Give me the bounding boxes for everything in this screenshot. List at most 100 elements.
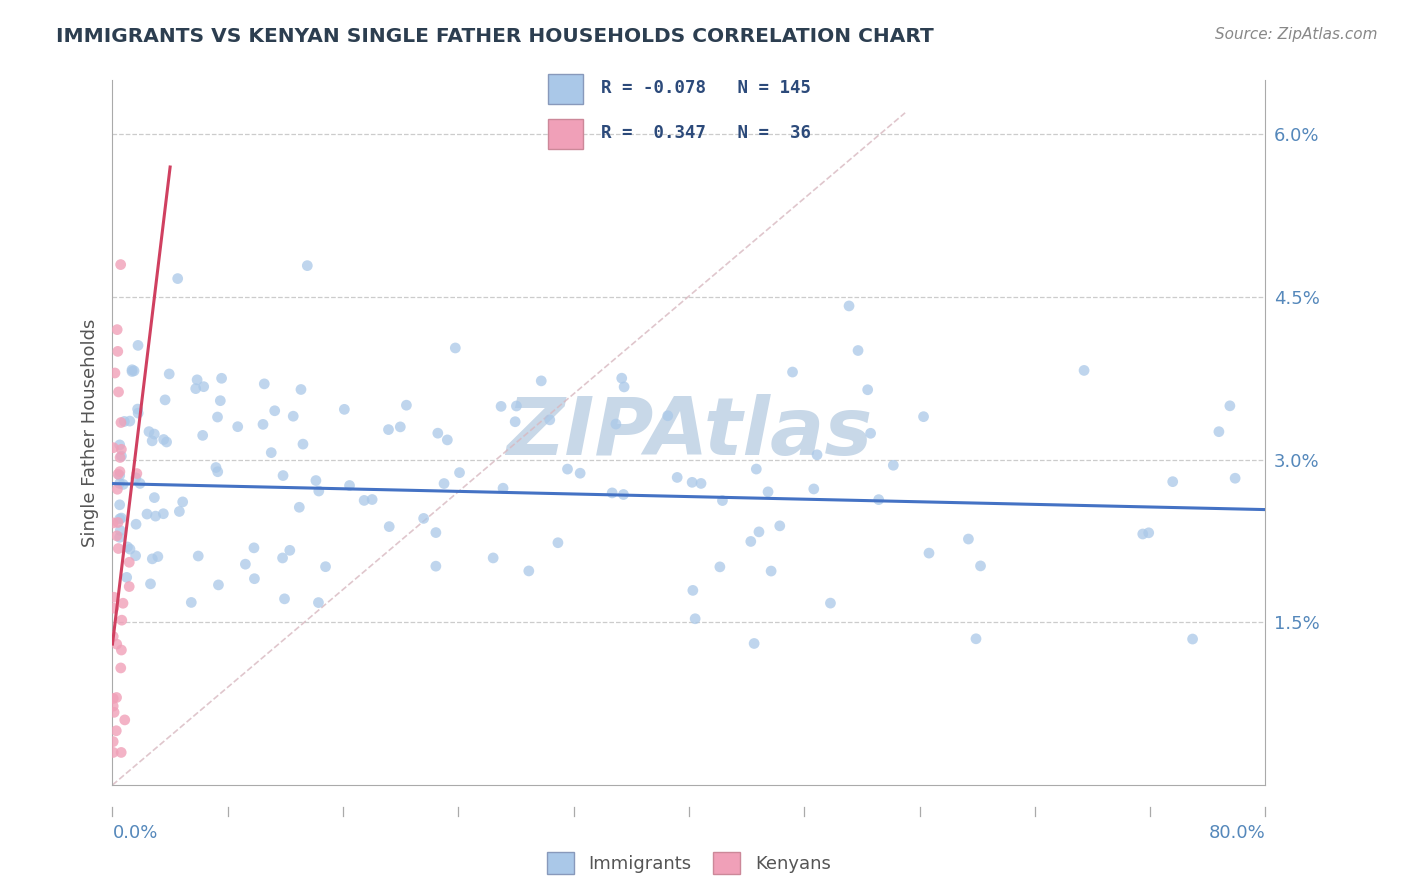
Point (252, 417, 274, 432)
Point (186, 373, 208, 387)
Point (361, 492, 384, 507)
Point (389, 420, 412, 434)
Point (711, 493, 734, 508)
Point (957, 532, 980, 546)
Point (806, 448, 828, 462)
Point (278, 543, 301, 558)
Point (103, 630, 125, 644)
Text: 80.0%: 80.0% (1209, 824, 1265, 842)
Point (103, 699, 125, 714)
Point (153, 392, 176, 407)
Point (538, 413, 561, 427)
Point (756, 484, 779, 499)
Point (690, 476, 713, 491)
Point (610, 371, 633, 385)
Point (745, 462, 768, 476)
Point (1223, 471, 1246, 485)
Point (184, 382, 207, 396)
Point (425, 559, 447, 574)
Point (243, 572, 266, 586)
Point (110, 258, 132, 272)
Point (600, 486, 623, 500)
Point (436, 433, 458, 447)
Point (138, 425, 160, 439)
Point (125, 467, 148, 481)
Point (166, 271, 188, 285)
Point (112, 414, 135, 428)
Point (605, 417, 627, 431)
Point (211, 371, 233, 385)
Point (127, 406, 149, 420)
Point (107, 516, 129, 530)
Point (449, 466, 471, 480)
Point (127, 338, 149, 352)
Point (681, 475, 703, 490)
Point (110, 746, 132, 760)
Point (547, 535, 569, 549)
Point (353, 493, 375, 508)
Point (395, 398, 418, 412)
Point (657, 409, 679, 423)
Point (859, 426, 882, 441)
Point (110, 661, 132, 675)
Point (263, 403, 285, 417)
Point (333, 402, 356, 417)
Point (145, 509, 167, 524)
Point (141, 434, 163, 448)
Point (110, 416, 132, 430)
Point (1208, 425, 1230, 439)
Point (260, 445, 283, 459)
Y-axis label: Single Father Households: Single Father Households (80, 318, 98, 547)
Point (122, 364, 145, 378)
Point (253, 376, 276, 391)
Point (297, 259, 319, 273)
Point (187, 549, 209, 563)
Point (103, 591, 125, 605)
Point (121, 364, 143, 378)
Point (105, 637, 128, 651)
Point (103, 734, 125, 748)
Point (117, 540, 139, 554)
Point (283, 409, 305, 424)
Point (108, 512, 131, 526)
Point (339, 478, 361, 492)
Point (103, 706, 125, 720)
Point (118, 555, 141, 569)
Point (110, 449, 132, 463)
Point (505, 399, 527, 413)
Point (124, 549, 146, 563)
Point (378, 519, 401, 533)
Point (105, 723, 128, 738)
Point (243, 541, 266, 555)
Point (838, 299, 860, 313)
Point (803, 482, 825, 496)
Point (1137, 525, 1160, 540)
Text: IMMIGRANTS VS KENYAN SINGLE FATHER HOUSEHOLDS CORRELATION CHART: IMMIGRANTS VS KENYAN SINGLE FATHER HOUSE… (56, 27, 934, 45)
Point (152, 433, 174, 447)
FancyBboxPatch shape (548, 74, 583, 104)
Point (308, 483, 330, 498)
Text: R =  0.347   N =  36: R = 0.347 N = 36 (602, 124, 811, 142)
Point (112, 477, 135, 491)
Point (125, 517, 148, 532)
Point (271, 468, 294, 483)
Point (103, 746, 125, 760)
Point (205, 460, 228, 475)
Point (503, 415, 526, 429)
Point (426, 426, 449, 441)
Point (105, 323, 128, 337)
Point (271, 551, 294, 566)
Point (103, 516, 125, 530)
Point (105, 482, 128, 496)
Point (307, 596, 329, 610)
Point (118, 542, 141, 557)
Point (1073, 363, 1095, 377)
Point (846, 343, 869, 358)
Point (118, 580, 141, 594)
Point (105, 529, 128, 543)
Point (108, 530, 131, 544)
Point (748, 524, 770, 539)
Point (146, 549, 169, 564)
Point (412, 511, 434, 525)
Point (136, 507, 159, 521)
